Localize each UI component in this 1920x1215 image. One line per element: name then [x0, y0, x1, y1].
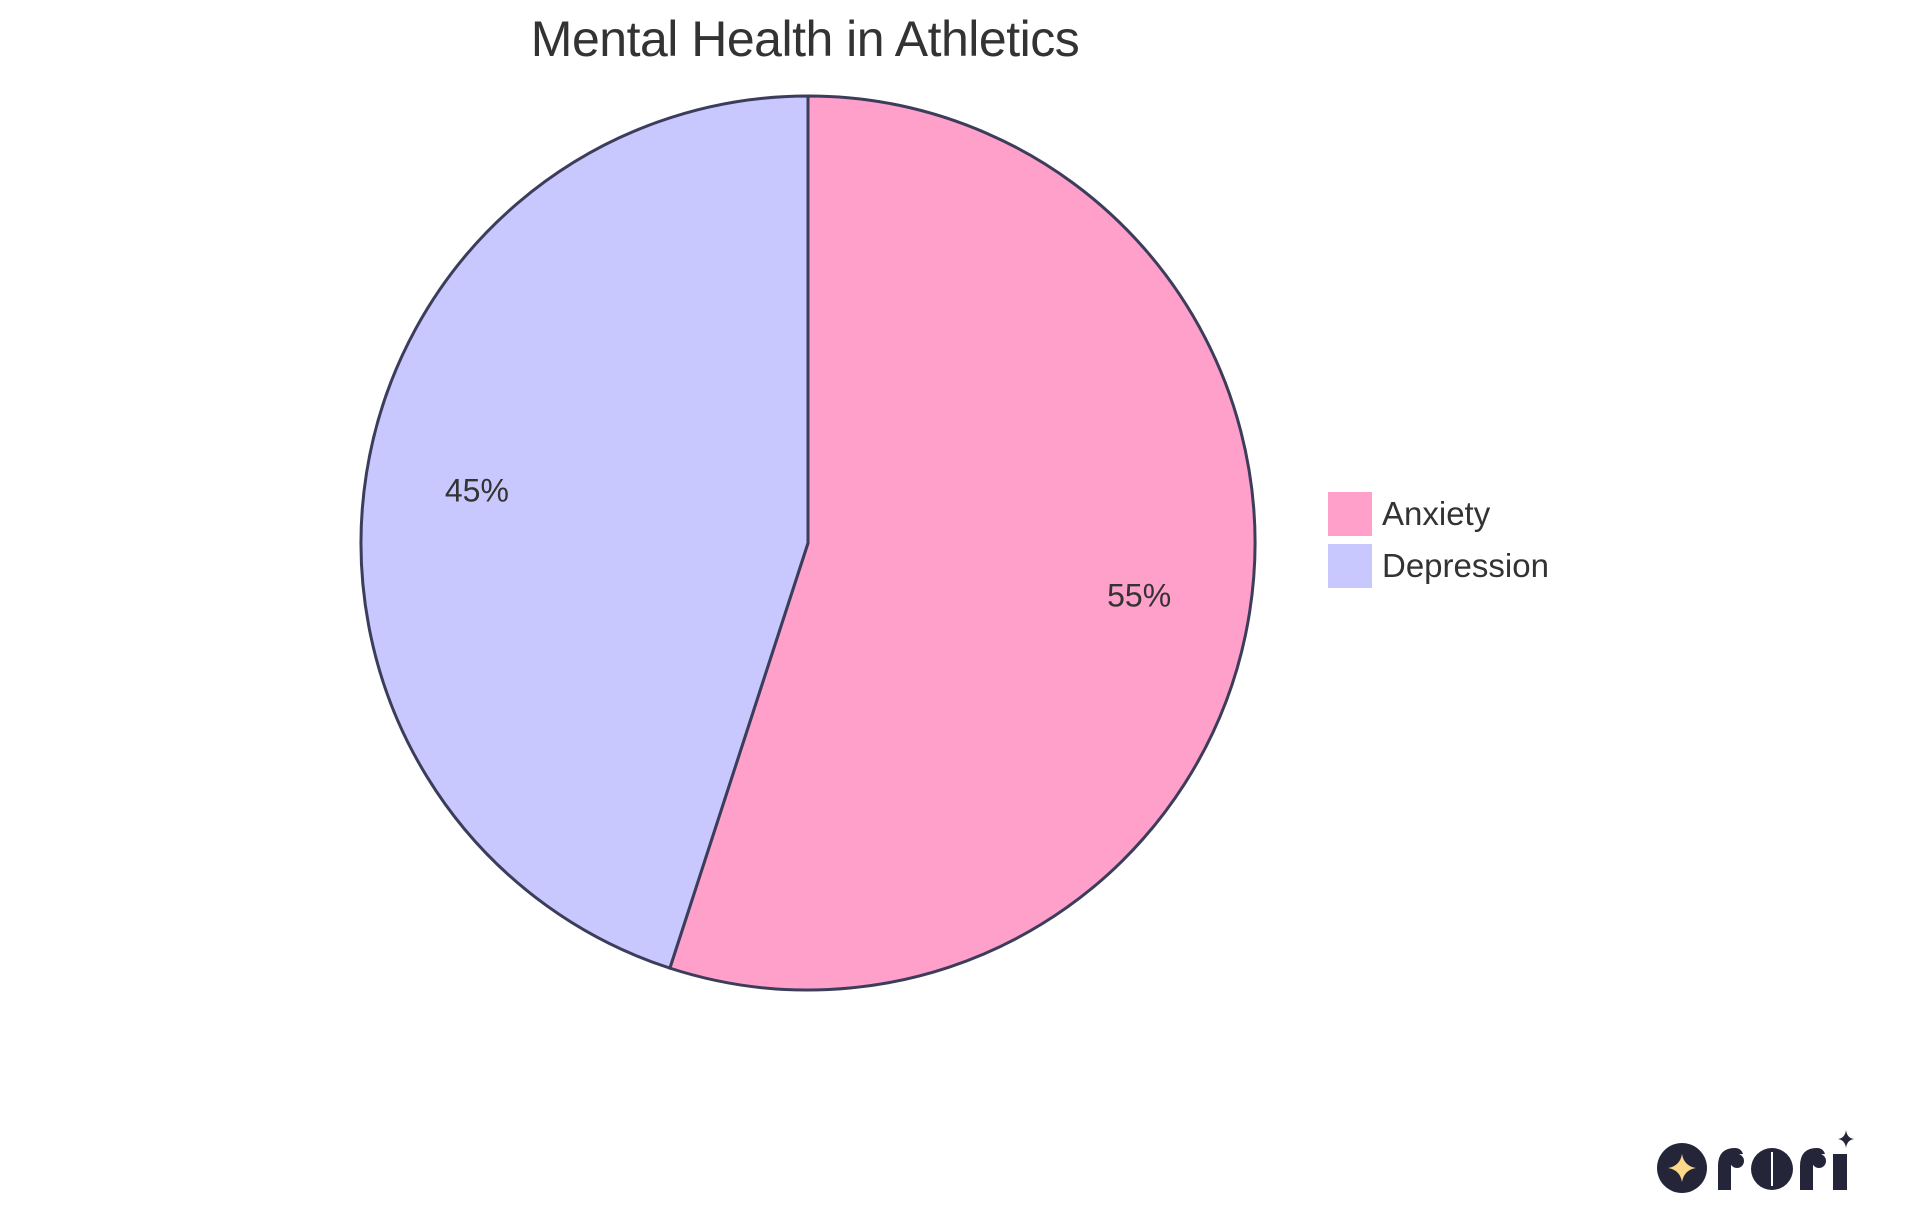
- legend-swatch-depression: [1328, 544, 1372, 588]
- legend-item-depression: Depression: [1328, 540, 1549, 592]
- legend-label: Depression: [1382, 547, 1549, 584]
- pie-slice-anxiety: [667, 94, 1257, 992]
- legend-swatch-anxiety: [1328, 492, 1372, 536]
- chart-title: Mental Health in Athletics: [530, 11, 1080, 67]
- slice-label-anxiety: 55%: [1107, 577, 1171, 613]
- legend: Anxiety Depression: [1328, 488, 1549, 592]
- legend-item-anxiety: Anxiety: [1328, 488, 1549, 540]
- pie-slice-depression: [359, 94, 810, 971]
- rori-logo: [1655, 1128, 1870, 1203]
- legend-label: Anxiety: [1382, 495, 1491, 532]
- slice-label-depression: 45%: [445, 473, 509, 509]
